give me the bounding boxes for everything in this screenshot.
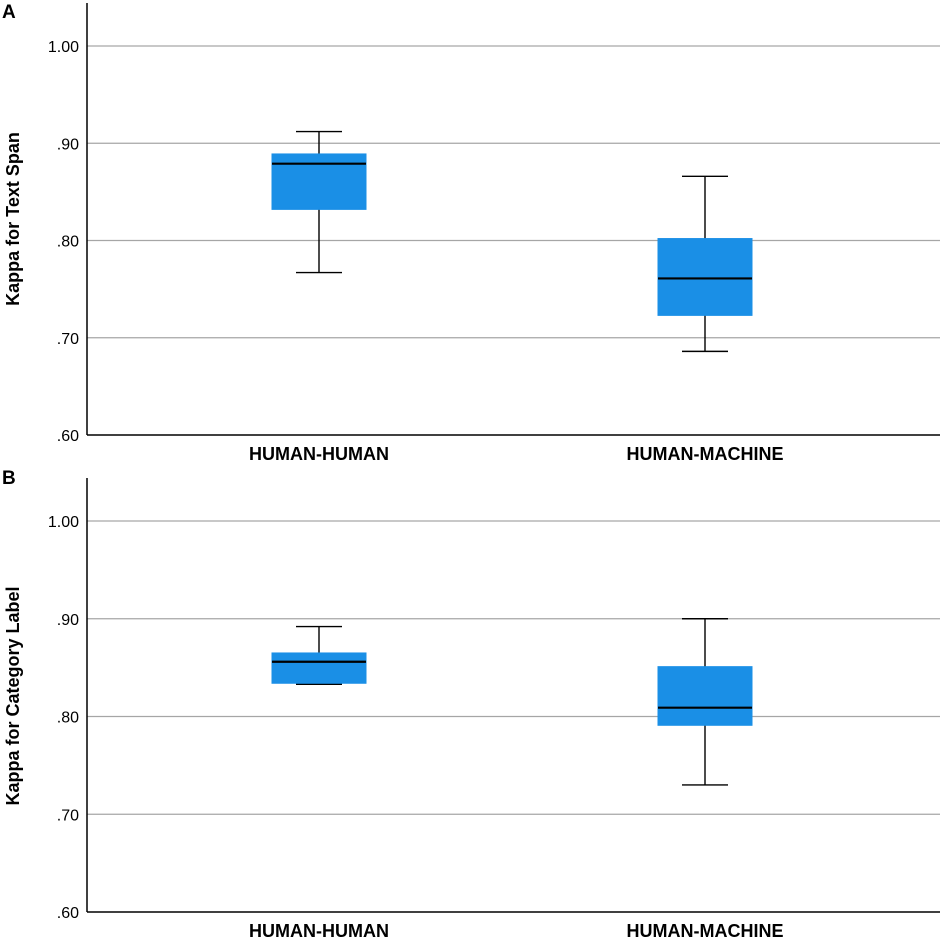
y-tick-label: .60: [57, 428, 79, 445]
box-1: [271, 130, 367, 274]
x-category-label: HUMAN-MACHINE: [627, 921, 784, 941]
iqr-box: [657, 666, 753, 726]
y-tick-label: .70: [57, 331, 79, 348]
y-axis-title: Kappa for Category Label: [3, 586, 23, 805]
panel-a: A Kappa for Text Span .60 .70 .80 .90 1.00 H…: [2, 2, 940, 464]
y-tick-label: .80: [57, 234, 79, 251]
x-category-label: HUMAN-HUMAN: [249, 444, 389, 464]
x-category-label: HUMAN-MACHINE: [627, 444, 784, 464]
iqr-box: [657, 238, 753, 316]
y-tick-label: .80: [57, 710, 79, 727]
iqr-box: [271, 153, 367, 210]
iqr-box: [271, 652, 367, 684]
box-2: [657, 175, 753, 353]
y-tick-label: 1.00: [48, 39, 79, 56]
x-category-label: HUMAN-HUMAN: [249, 921, 389, 941]
y-axis-title: Kappa for Text Span: [3, 132, 23, 306]
box-1: [271, 625, 367, 685]
panel-label: A: [2, 2, 16, 23]
y-tick-label: .90: [57, 136, 79, 153]
y-tick-label: .70: [57, 807, 79, 824]
box-2: [657, 618, 753, 786]
y-tick-label: 1.00: [48, 514, 79, 531]
y-tick-label: .60: [57, 905, 79, 922]
panel-label: B: [2, 468, 16, 489]
y-tick-label: .90: [57, 612, 79, 629]
panel-b: B Kappa for Category Label .60 .70 .80 .90 1…: [2, 468, 940, 941]
